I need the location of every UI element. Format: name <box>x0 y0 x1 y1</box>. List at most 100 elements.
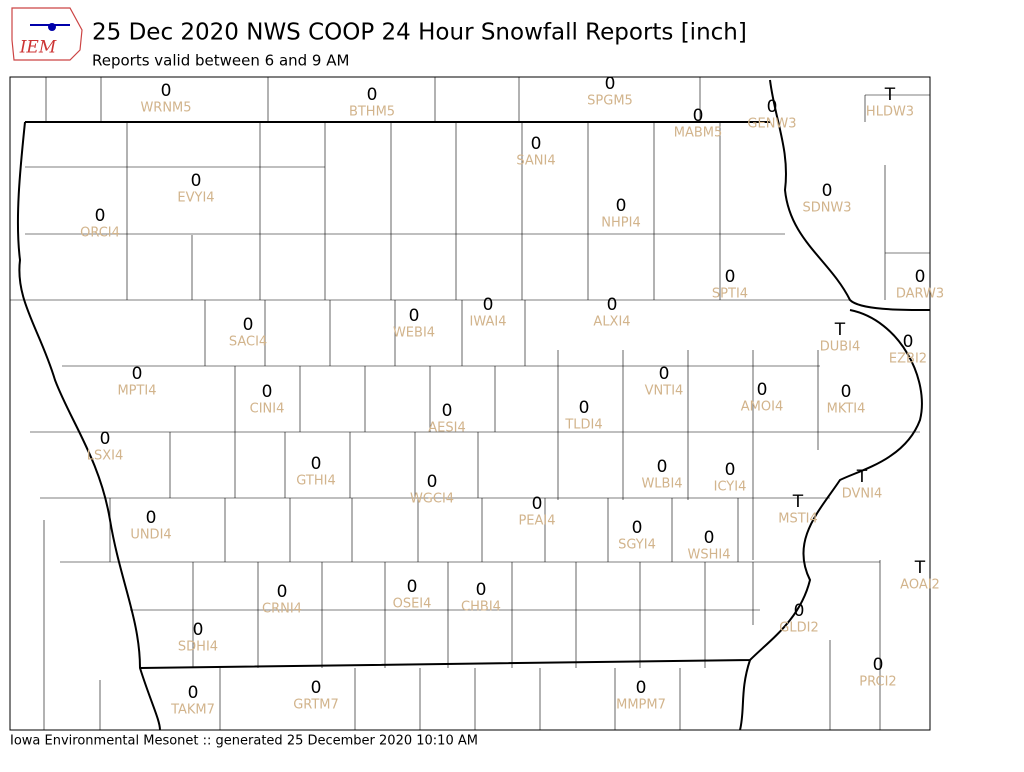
station-id: MSTI4 <box>778 512 818 527</box>
snowfall-value: T <box>914 558 926 578</box>
station-id: ORCI4 <box>80 226 120 241</box>
snowfall-value: 0 <box>427 472 438 492</box>
station-id: EZBI2 <box>889 352 927 367</box>
station-id: BTHM5 <box>349 105 395 120</box>
snowfall-value: 0 <box>191 171 202 191</box>
snowfall-value: 0 <box>161 81 172 101</box>
station-id: CINI4 <box>250 402 285 417</box>
station-id: PEAI4 <box>518 514 555 529</box>
snowfall-value: 0 <box>632 518 643 538</box>
snowfall-value: 0 <box>757 380 768 400</box>
station-id: AOAI2 <box>900 578 940 593</box>
station-id: WGCI4 <box>410 492 454 507</box>
snowfall-value: 0 <box>442 401 453 421</box>
station-id: DVNI4 <box>842 487 883 502</box>
snowfall-value: 0 <box>483 295 494 315</box>
snowfall-value: 0 <box>616 196 627 216</box>
snowfall-value: T <box>792 492 804 512</box>
snowfall-value: 0 <box>188 683 199 703</box>
station-id: GRTM7 <box>293 698 339 713</box>
snowfall-value: 0 <box>841 382 852 402</box>
station-id: DARW3 <box>896 287 944 302</box>
snowfall-value: 0 <box>636 678 647 698</box>
snowfall-value: 0 <box>532 494 543 514</box>
snowfall-value: 0 <box>243 315 254 335</box>
snowfall-value: T <box>834 320 846 340</box>
snowfall-value: 0 <box>311 454 322 474</box>
snowfall-value: 0 <box>725 267 736 287</box>
station-id: SGYI4 <box>618 538 656 553</box>
station-id: WEBI4 <box>393 326 435 341</box>
station-id: LSXI4 <box>87 449 124 464</box>
snowfall-value: T <box>856 467 868 487</box>
snowfall-value: 0 <box>579 398 590 418</box>
station-id: AMOI4 <box>741 400 783 415</box>
snowfall-value: 0 <box>311 678 322 698</box>
station-id: TAKM7 <box>170 703 215 718</box>
snowfall-value: 0 <box>873 655 884 675</box>
station-id: PRCI2 <box>859 675 896 690</box>
snowfall-value: 0 <box>407 577 418 597</box>
station-id: DUBI4 <box>820 340 861 355</box>
station-id: SDNW3 <box>802 201 851 216</box>
station-id: IWAI4 <box>470 315 507 330</box>
snowfall-value: 0 <box>794 601 805 621</box>
station-id: SANI4 <box>516 154 555 169</box>
snowfall-value: 0 <box>531 134 542 154</box>
logo: IEM <box>11 7 83 61</box>
station-id: CRNI4 <box>262 602 302 617</box>
snowfall-value: 0 <box>605 74 616 94</box>
station-id: UNDI4 <box>130 528 171 543</box>
snowfall-value: 0 <box>725 460 736 480</box>
station-id: HLDW3 <box>866 105 914 120</box>
station-id: NHPI4 <box>601 216 640 231</box>
station-id: SDHI4 <box>178 640 218 655</box>
snowfall-value: 0 <box>262 382 273 402</box>
snowfall-value: 0 <box>704 528 715 548</box>
station-id: SACI4 <box>229 335 267 350</box>
snowfall-value: 0 <box>659 364 670 384</box>
station-id: AESI4 <box>428 421 465 436</box>
station-id: MABM5 <box>674 126 723 141</box>
station-id: SPGM5 <box>587 94 633 109</box>
station-id: WLBI4 <box>641 477 682 492</box>
station-id: GTHI4 <box>296 474 335 489</box>
map <box>9 76 931 731</box>
station-id: WSHI4 <box>688 548 731 563</box>
snowfall-value: 0 <box>146 508 157 528</box>
station-id: EVYI4 <box>177 191 214 206</box>
snowfall-value: 0 <box>193 620 204 640</box>
subtitle: Reports valid between 6 and 9 AM <box>92 52 349 70</box>
footer: Iowa Environmental Mesonet :: generated … <box>10 734 478 749</box>
station-id: VNTI4 <box>645 384 684 399</box>
station-id: ALXI4 <box>593 315 630 330</box>
station-id: ICYI4 <box>714 480 747 495</box>
snowfall-value: 0 <box>657 457 668 477</box>
station-id: OSEI4 <box>393 597 432 612</box>
snowfall-value: 0 <box>100 429 111 449</box>
logo-text: IEM <box>19 38 57 58</box>
snowfall-value: 0 <box>277 582 288 602</box>
station-id: CHBI4 <box>461 600 501 615</box>
snowfall-value: 0 <box>476 580 487 600</box>
station-id: MKTI4 <box>827 402 866 417</box>
station-id: GLDI2 <box>779 621 818 636</box>
snowfall-value: 0 <box>822 181 833 201</box>
snowfall-value: 0 <box>903 332 914 352</box>
snowfall-value: 0 <box>95 206 106 226</box>
snowfall-value: 0 <box>607 295 618 315</box>
station-id: GENW3 <box>747 117 796 132</box>
snowfall-value: 0 <box>367 85 378 105</box>
title: 25 Dec 2020 NWS COOP 24 Hour Snowfall Re… <box>92 20 747 46</box>
snowfall-value: 0 <box>915 267 926 287</box>
station-id: WRNM5 <box>140 101 191 116</box>
snowfall-value: 0 <box>767 97 778 117</box>
station-id: MPTI4 <box>117 384 156 399</box>
snowfall-value: T <box>884 85 896 105</box>
station-id: SPTI4 <box>712 287 748 302</box>
station-id: MMPM7 <box>616 698 666 713</box>
snowfall-value: 0 <box>132 364 143 384</box>
snowfall-value: 0 <box>693 106 704 126</box>
